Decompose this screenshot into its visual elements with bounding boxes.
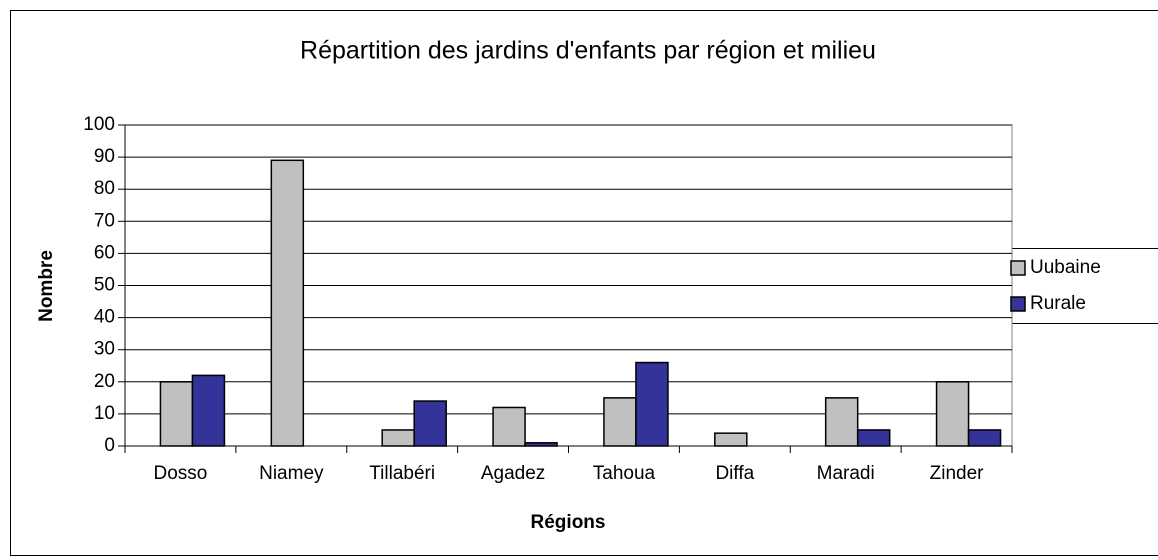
chart-title: Répartition des jardins d'enfants par ré… [300, 37, 876, 65]
y-tick-label: 0 [104, 435, 115, 456]
legend-swatch [1010, 296, 1026, 312]
bar [159, 381, 194, 447]
bar [381, 429, 415, 447]
x-tick-label: Dosso [154, 463, 208, 484]
bar [824, 397, 859, 447]
y-tick-label: 80 [94, 178, 115, 199]
x-tick-label: Niamey [259, 463, 324, 484]
y-tick-label: 50 [94, 275, 115, 296]
x-tick-label: Maradi [817, 463, 875, 484]
y-tick-label: 40 [94, 307, 115, 328]
bar [635, 361, 669, 447]
y-tick-label: 90 [94, 146, 115, 167]
bar [935, 381, 970, 447]
y-tick-label: 100 [83, 114, 115, 135]
x-tick-label: Tahoua [593, 463, 656, 484]
bar [413, 400, 447, 447]
bar [270, 159, 305, 447]
x-tick-label: Diffa [715, 463, 754, 484]
y-tick-label: 70 [94, 210, 115, 231]
y-tick-label: 20 [94, 371, 115, 392]
bar [492, 406, 526, 447]
y-axis-label: Nombre [36, 250, 57, 322]
legend-label: Uubaine [1030, 257, 1101, 278]
legend-swatch [1010, 260, 1026, 276]
bar [967, 429, 1002, 447]
x-axis-label: Régions [531, 512, 606, 533]
y-tick-label: 30 [94, 339, 115, 360]
bar [603, 397, 637, 447]
bar [856, 429, 891, 447]
x-tick-label: Agadez [481, 463, 545, 484]
y-tick-label: 10 [94, 403, 115, 424]
bar [524, 442, 558, 447]
x-tick-label: Tillabéri [369, 463, 435, 484]
legend-label: Rurale [1030, 293, 1086, 314]
legend [1002, 248, 1158, 324]
y-tick-label: 60 [94, 242, 115, 263]
x-tick-label: Zinder [930, 463, 985, 484]
bar [191, 374, 226, 447]
bar [714, 432, 748, 447]
